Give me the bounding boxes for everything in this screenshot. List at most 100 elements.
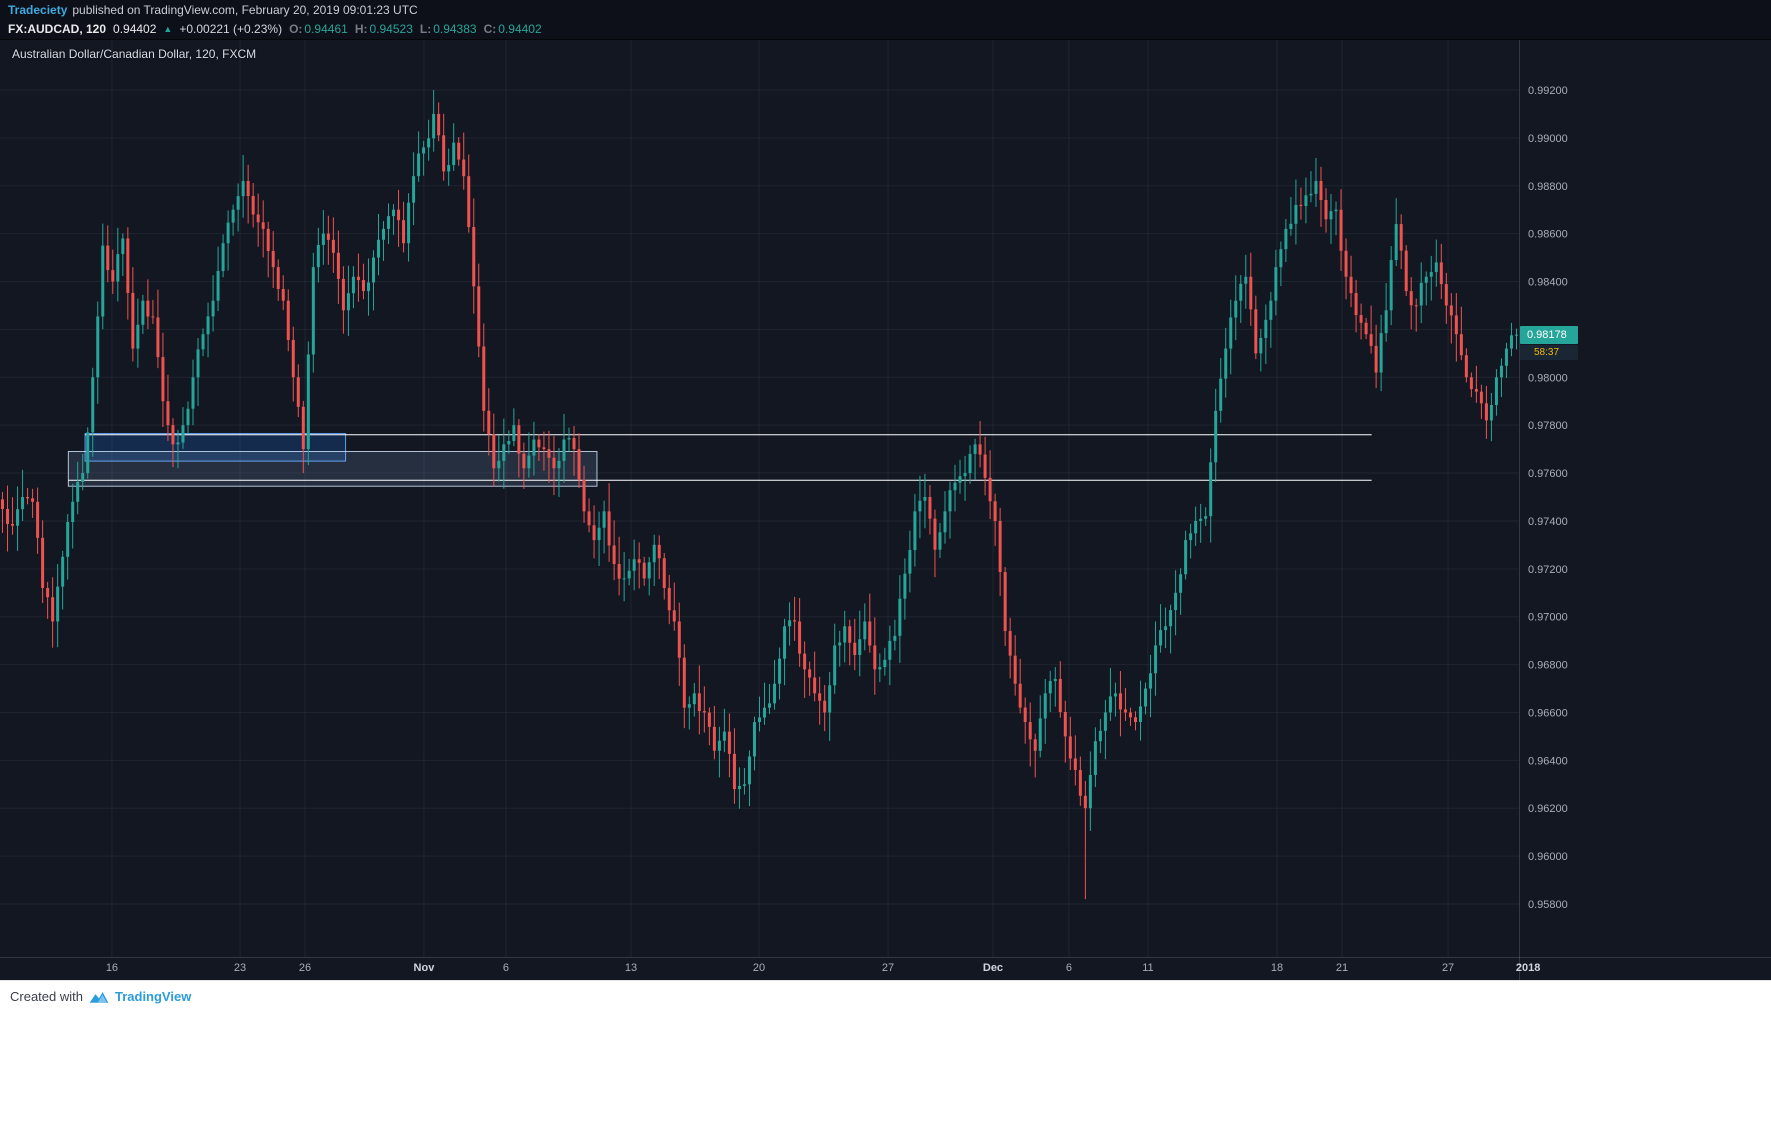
up-arrow-icon: ▲ (163, 24, 173, 34)
candle-body (216, 271, 220, 301)
candle-body (953, 482, 957, 491)
drawing-lines[interactable] (68, 434, 1372, 481)
candle-body (1409, 291, 1413, 306)
candle-body (326, 233, 330, 240)
candle-body (191, 377, 195, 409)
candle-body (361, 280, 365, 292)
axes[interactable]: 0.992000.990000.988000.986000.984000.982… (0, 40, 1771, 980)
candle-body (1339, 209, 1343, 251)
price-chart[interactable]: 0.992000.990000.988000.986000.984000.982… (0, 40, 1771, 980)
candle-body (482, 346, 486, 411)
close-price: 0.94402 (498, 22, 542, 36)
candle-body (803, 653, 807, 670)
candle-body (778, 658, 782, 684)
candle-body (462, 159, 466, 177)
low-value: L: 0.94383 (420, 22, 477, 36)
candle-body (637, 559, 641, 563)
zone-rect-2[interactable] (67, 451, 598, 487)
candle-body (687, 704, 691, 708)
candle-body (1234, 300, 1238, 318)
candle-body (116, 254, 120, 282)
candle-body (211, 300, 215, 317)
time-axis-label: 27 (882, 962, 894, 974)
candle-body (1184, 540, 1188, 575)
candle-body (1139, 706, 1143, 723)
candle-body (732, 753, 736, 790)
symbol-info-bar: FX:AUDCAD, 120 0.94402 ▲ +0.00221 (+0.23… (0, 19, 1771, 40)
candle-body (913, 511, 917, 551)
candle-body (1199, 518, 1203, 521)
candle-body (722, 731, 726, 741)
candle-body (1159, 630, 1163, 646)
candle-body (517, 425, 521, 454)
candle-body (1169, 610, 1173, 627)
candle-body (1494, 377, 1498, 406)
candle-body (11, 523, 15, 526)
candle-body (181, 425, 185, 443)
candle-body (56, 586, 60, 622)
grid (0, 40, 1519, 957)
candle-body (948, 490, 952, 512)
current-price-label: 0.98178 (1520, 325, 1578, 344)
candle-body (918, 500, 922, 512)
candle-body (1194, 520, 1198, 534)
candle-body (607, 511, 611, 546)
candle-body (382, 228, 386, 240)
candle-body (577, 449, 581, 480)
candle-body (497, 460, 501, 469)
candle-body (121, 238, 125, 255)
candle-body (793, 620, 797, 622)
candle-body (963, 473, 967, 477)
candle-body (131, 292, 135, 349)
candle-body (21, 497, 25, 510)
candle-body (1164, 626, 1168, 631)
candle-body (467, 176, 471, 228)
candle-body (442, 135, 446, 172)
candle-body (166, 401, 170, 426)
price-axis-label: 0.95800 (1528, 899, 1568, 911)
candle-body (1078, 769, 1082, 796)
candle-body (271, 251, 275, 268)
price-axis-label: 0.97400 (1528, 516, 1568, 528)
price-axis-label: 0.98400 (1528, 277, 1568, 289)
candle-body (1444, 284, 1448, 306)
candle-body (562, 439, 566, 461)
tradingview-brand[interactable]: TradingView (114, 989, 192, 1004)
tradingview-logo-icon[interactable] (89, 990, 109, 1004)
candle-body (1003, 572, 1007, 632)
candle-body (1359, 315, 1363, 323)
candle-body (226, 222, 230, 244)
candle-body (747, 756, 751, 785)
candle-body (632, 559, 636, 571)
candlestick-series[interactable] (1, 90, 1518, 900)
chart-area[interactable]: 0.992000.990000.988000.986000.984000.982… (0, 40, 1771, 980)
candle-body (1469, 377, 1473, 390)
candle-body (647, 562, 651, 579)
candle-body (266, 228, 270, 252)
time-axis-label: 26 (299, 962, 311, 974)
candle-body (1133, 717, 1137, 723)
candle-body (592, 525, 596, 541)
candle-body (697, 693, 701, 712)
candle-body (542, 447, 546, 450)
candle-body (31, 498, 35, 502)
symbol-name[interactable]: FX:AUDCAD, 120 (8, 22, 107, 36)
candle-body (552, 457, 556, 469)
candle-body (1454, 315, 1458, 335)
candle-body (1319, 180, 1323, 201)
candle-body (66, 522, 70, 557)
candle-body (151, 316, 155, 318)
candle-body (251, 196, 255, 215)
open-label: O: (289, 22, 303, 36)
candle-body (1008, 631, 1012, 656)
candle-body (928, 497, 932, 519)
candle-body (848, 626, 852, 643)
candle-body (737, 785, 741, 790)
candle-body (883, 659, 887, 668)
price-axis-label: 0.96200 (1528, 803, 1568, 815)
candle-body (41, 537, 45, 588)
candle-body (1304, 195, 1308, 206)
candle-body (1214, 410, 1218, 463)
author-link[interactable]: Tradeciety (8, 2, 68, 17)
candle-body (908, 550, 912, 574)
